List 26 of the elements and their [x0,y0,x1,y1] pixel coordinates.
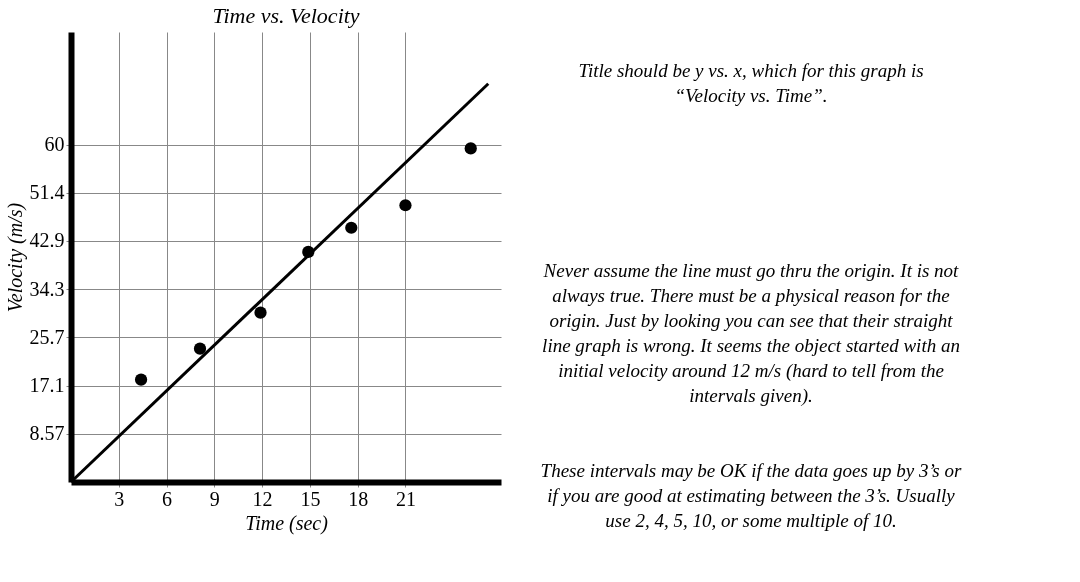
y-tick-label: 8.57 [29,422,65,445]
point [193,342,207,355]
x-tick-label: 21 [395,487,416,510]
point [254,306,267,319]
point [464,142,477,155]
y-tick-label: 42.9 [29,229,65,252]
x-tick-label: 18 [348,487,369,510]
x-tick-label: 6 [162,487,173,510]
x-axis-title: Time (sec) [245,511,329,535]
chart-title: Time vs. Velocity [212,3,360,28]
text: Title should be y vs. x, which for this graph is “Velocity vs. Time”. [578,60,924,106]
x-tick-label: 15 [300,487,321,510]
point [399,199,412,212]
y-tick-label: 25.7 [29,325,65,348]
x-tick-label: 9 [209,487,220,510]
x-tick-label: 12 [252,487,273,510]
y-tick-label: 60 [44,133,65,155]
point [345,221,358,234]
y-tick-label: 34.3 [29,277,65,300]
y-tick-label: 51.4 [29,181,65,204]
x-tick-label: 3 [114,487,125,510]
point [134,373,148,386]
text: These intervals may be OK if the data goes up by 3’s or if you are good at estimating between the 3’s. Usually use 2, 4, 5, 10, or some multiple of 10. [540,460,962,531]
y-tick-label: 17.1 [29,374,65,397]
text: Never assume the line must go thru the origin. It is not always true. There must be a physical reason for the origin. Just by looking you can see that their straight line graph is wrong. It seems the object started with an initial velocity around 12 m/s (hard to tell from the intervals given). [542,260,960,407]
y-axis-title: Velocity (m/s) [3,202,27,313]
